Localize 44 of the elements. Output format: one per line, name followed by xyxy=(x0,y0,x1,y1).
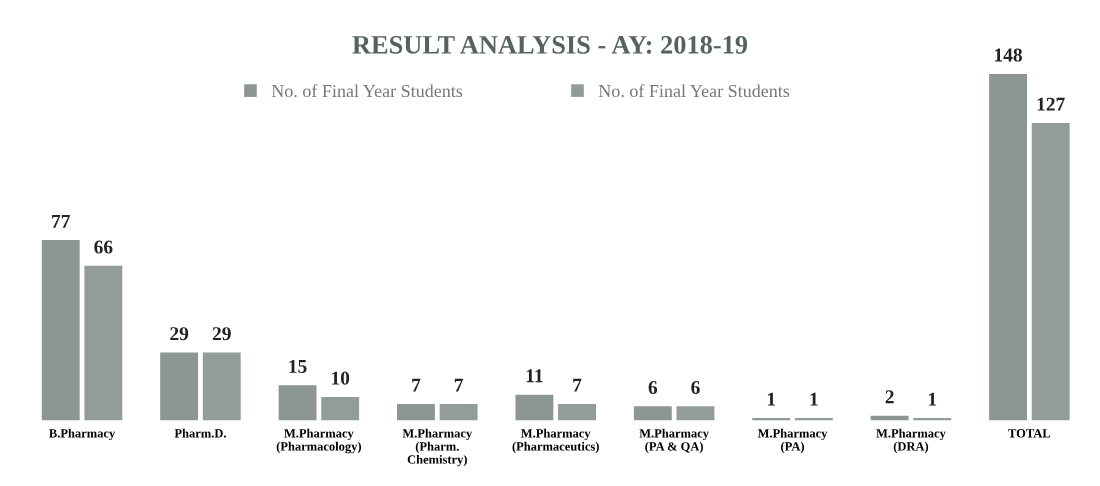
x-tick-label: M.Pharmacy (Pharmacology) xyxy=(276,428,362,454)
x-tick-label: B.Pharmacy xyxy=(49,428,116,441)
data-label: 1 xyxy=(810,392,818,406)
data-label: 7 xyxy=(454,378,463,392)
bar xyxy=(439,404,478,421)
legend-label: No. of Final Year Students xyxy=(271,84,463,98)
data-label: 148 xyxy=(995,48,1022,62)
bar xyxy=(633,406,672,421)
x-tick-label: M.Pharmacy (PA & QA) xyxy=(639,428,709,454)
data-label: 77 xyxy=(52,214,70,228)
chart-title: RESULT ANALYSIS - AY: 2018-19 xyxy=(352,35,748,54)
bar xyxy=(84,265,123,421)
bar xyxy=(278,385,317,421)
x-tick-label: M.Pharmacy (DRA) xyxy=(876,428,946,454)
bar xyxy=(321,396,360,421)
x-tick-label: M.Pharmacy (Pharm. Chemistry) xyxy=(402,428,473,467)
data-label: 15 xyxy=(289,359,307,373)
bar xyxy=(676,406,715,421)
x-tick-label: M.Pharmacy (Pharmaceutics) xyxy=(512,428,599,454)
data-label: 7 xyxy=(573,378,582,392)
data-label: 2 xyxy=(885,390,894,404)
x-tick-label: M.Pharmacy (PA) xyxy=(757,428,828,454)
bar xyxy=(989,73,1027,421)
bar xyxy=(397,404,435,421)
data-label: 1 xyxy=(928,392,937,406)
bar xyxy=(515,394,554,421)
data-label: 7 xyxy=(412,378,421,392)
legend-label: No. of Final Year Students xyxy=(598,84,790,98)
bar xyxy=(558,404,596,421)
x-tick-label: Pharm.D. xyxy=(174,428,226,438)
x-tick-label: TOTAL xyxy=(1008,429,1051,438)
data-label: 6 xyxy=(691,380,700,395)
bar xyxy=(160,352,199,421)
data-label: 127 xyxy=(1037,97,1065,111)
bar xyxy=(41,240,80,421)
data-label: 29 xyxy=(212,327,231,341)
data-label: 11 xyxy=(526,369,543,383)
data-label: 6 xyxy=(648,380,658,395)
data-label: 66 xyxy=(94,240,113,254)
data-label: 1 xyxy=(767,392,776,406)
bar xyxy=(202,352,241,421)
data-label: 29 xyxy=(170,327,189,341)
bar xyxy=(1031,123,1070,421)
data-label: 10 xyxy=(332,371,350,385)
